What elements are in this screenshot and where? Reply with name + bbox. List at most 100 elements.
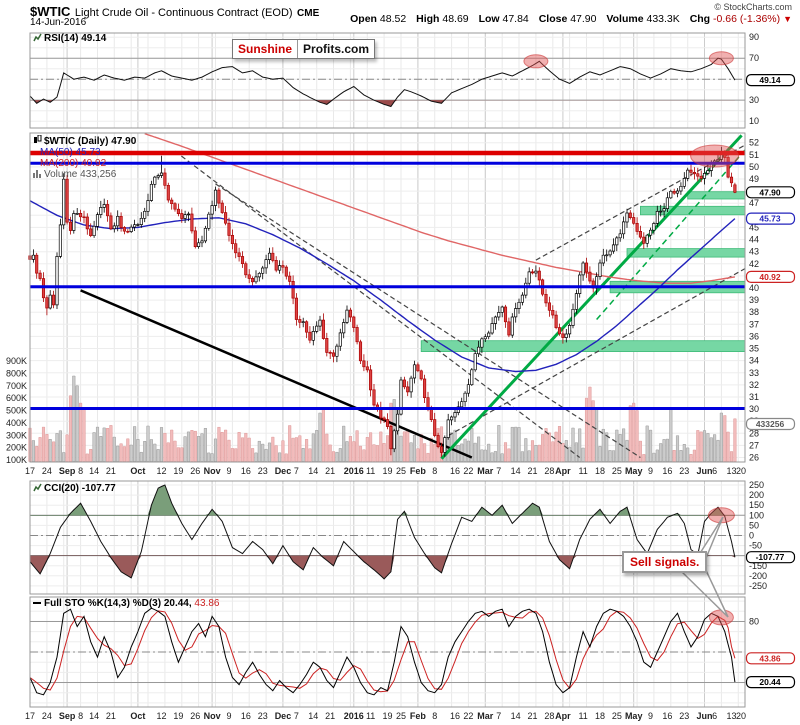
cci-axis-label: -50 — [749, 541, 762, 551]
price-axis-label: 49 — [749, 174, 759, 184]
x-axis-label: Oct — [130, 711, 145, 721]
cci-axis-label: 0 — [749, 530, 754, 540]
copyright-label: © StockCharts.com — [714, 2, 792, 12]
x-axis-label: 17 — [25, 711, 35, 721]
ma200-value-box-value: 40.92 — [759, 272, 781, 282]
price-axis-label: 39 — [749, 295, 759, 305]
close-label: Close — [538, 13, 568, 25]
x-axis-label: 11 — [578, 711, 587, 721]
price-close-box: 47.90 — [745, 186, 796, 199]
x-axis-label: 28 — [544, 466, 554, 476]
sto-k-line — [29, 607, 736, 696]
ma50-value-box-frame — [745, 212, 796, 225]
rsi-highlight-ellipse-0 — [523, 54, 549, 69]
price-legend-ma50: MA(50) 45.73 — [40, 147, 101, 158]
x-axis-label: Mar — [477, 466, 494, 476]
price-axis-label: 30 — [749, 404, 759, 414]
price-axis-label: 28 — [749, 428, 759, 438]
x-axis-label: 24 — [42, 466, 52, 476]
x-axis-label: 9 — [226, 466, 231, 476]
badge-sunshine: Sunshine — [233, 40, 299, 58]
panel-border-cci — [29, 480, 746, 595]
chart-header-left: $WTIC Light Crude Oil - Continuous Contr… — [30, 3, 319, 21]
x-axis-label: 7 — [496, 466, 501, 476]
price-legend-volume: Volume 433,256 — [33, 169, 116, 181]
sto-k-value-box-frame — [745, 675, 796, 689]
ma50-value-box-value: 45.73 — [759, 214, 781, 224]
x-axis-label: 18 — [595, 466, 605, 476]
grid-monthly-price — [66, 133, 705, 462]
x-axis-label: 12 — [157, 711, 167, 721]
badge-profits: Profits.com — [303, 42, 370, 56]
trendline-2 — [215, 183, 641, 459]
x-axis-label: 13 — [727, 466, 737, 476]
support-zone-2 — [626, 248, 746, 258]
x-axis-label: 19 — [173, 711, 183, 721]
volume-value-box-value: 433256 — [756, 419, 785, 429]
x-axis-label: 26 — [190, 711, 200, 721]
x-axis-label: 2016 — [344, 711, 364, 721]
x-axis-label: 14 — [89, 711, 99, 721]
x-axis-label: Apr — [555, 711, 571, 721]
x-axis-label: 8 — [78, 466, 83, 476]
price-axis-label: 37 — [749, 319, 759, 329]
x-axis-label: 14 — [308, 711, 318, 721]
open-value: 48.52 — [379, 13, 407, 25]
sto-legend: Full STO %K(14,3) %D(3) 20.44, 43.86 — [33, 598, 219, 610]
rsi-axis-label: 90 — [749, 32, 759, 42]
x-axis-label: 23 — [679, 711, 689, 721]
sto-k-value-box-value: 20.44 — [759, 677, 781, 687]
x-axis-label: Apr — [555, 466, 571, 476]
close-value: 47.90 — [570, 13, 597, 25]
volume-axis-label: 100K — [6, 455, 27, 465]
rsi-legend: RSI(14) 49.14 — [33, 33, 106, 45]
rsi-highlight-ellipse-1 — [708, 51, 734, 66]
x-axis-label: 8 — [432, 711, 437, 721]
x-axis-label: Dec — [275, 466, 292, 476]
x-axis-label: 6 — [712, 466, 717, 476]
price-axis-label: 43 — [749, 247, 759, 257]
rsi-line — [29, 57, 736, 108]
volume-axis-label: 300K — [6, 430, 27, 440]
price-axis-label: 50 — [749, 162, 759, 172]
cci-value-box-frame — [745, 551, 796, 564]
quote-summary: Open 48.52 High 48.69 Low 47.84 Close 47… — [343, 13, 792, 25]
panel-border-price — [29, 132, 746, 463]
volume-axis-label: 800K — [6, 368, 27, 378]
sunshine-profits-badge[interactable]: Sunshine Profits.com — [232, 39, 376, 59]
cci-axis-label: 200 — [749, 490, 764, 500]
candle-bodies-up — [31, 153, 723, 453]
x-axis-label: Jun — [697, 466, 713, 476]
symbol-ticker: $WTIC — [30, 4, 71, 19]
x-axis-label: 9 — [648, 711, 653, 721]
indicator-mini-chart-icon — [33, 483, 42, 495]
cci-axis-label: 250 — [749, 480, 764, 490]
x-axis-label: 11 — [366, 466, 375, 476]
sto-axis-label: 80 — [749, 616, 759, 626]
x-axis-label: 25 — [396, 711, 406, 721]
x-axis-label: 14 — [511, 466, 521, 476]
x-axis-label: 21 — [325, 711, 335, 721]
price-axis-label: 32 — [749, 380, 759, 390]
x-axis-label: 11 — [366, 711, 375, 721]
x-axis-label: Nov — [204, 466, 221, 476]
x-axis-label: 18 — [595, 711, 605, 721]
x-axis-label: 20 — [736, 711, 746, 721]
change-value: -0.66 (-1.36%) — [713, 13, 781, 25]
x-axis-label: 6 — [712, 711, 717, 721]
price-axis-label: 34 — [749, 356, 759, 366]
x-axis-label: 8 — [78, 711, 83, 721]
price-legend-symbol: $WTIC (Daily) 47.90 — [33, 134, 136, 148]
x-axis-label: 8 — [432, 466, 437, 476]
volume-axis-label: 700K — [6, 381, 27, 391]
ma50-value-box: 45.73 — [745, 212, 796, 225]
rsi-axis-label: 30 — [749, 95, 759, 105]
x-axis-label: 26 — [190, 466, 200, 476]
rsi-axis-label: 70 — [749, 53, 759, 63]
panel-border-sto — [29, 596, 746, 708]
cci-line — [29, 484, 736, 580]
volume-label: Volume — [606, 13, 644, 25]
trendline-5 — [440, 134, 743, 460]
